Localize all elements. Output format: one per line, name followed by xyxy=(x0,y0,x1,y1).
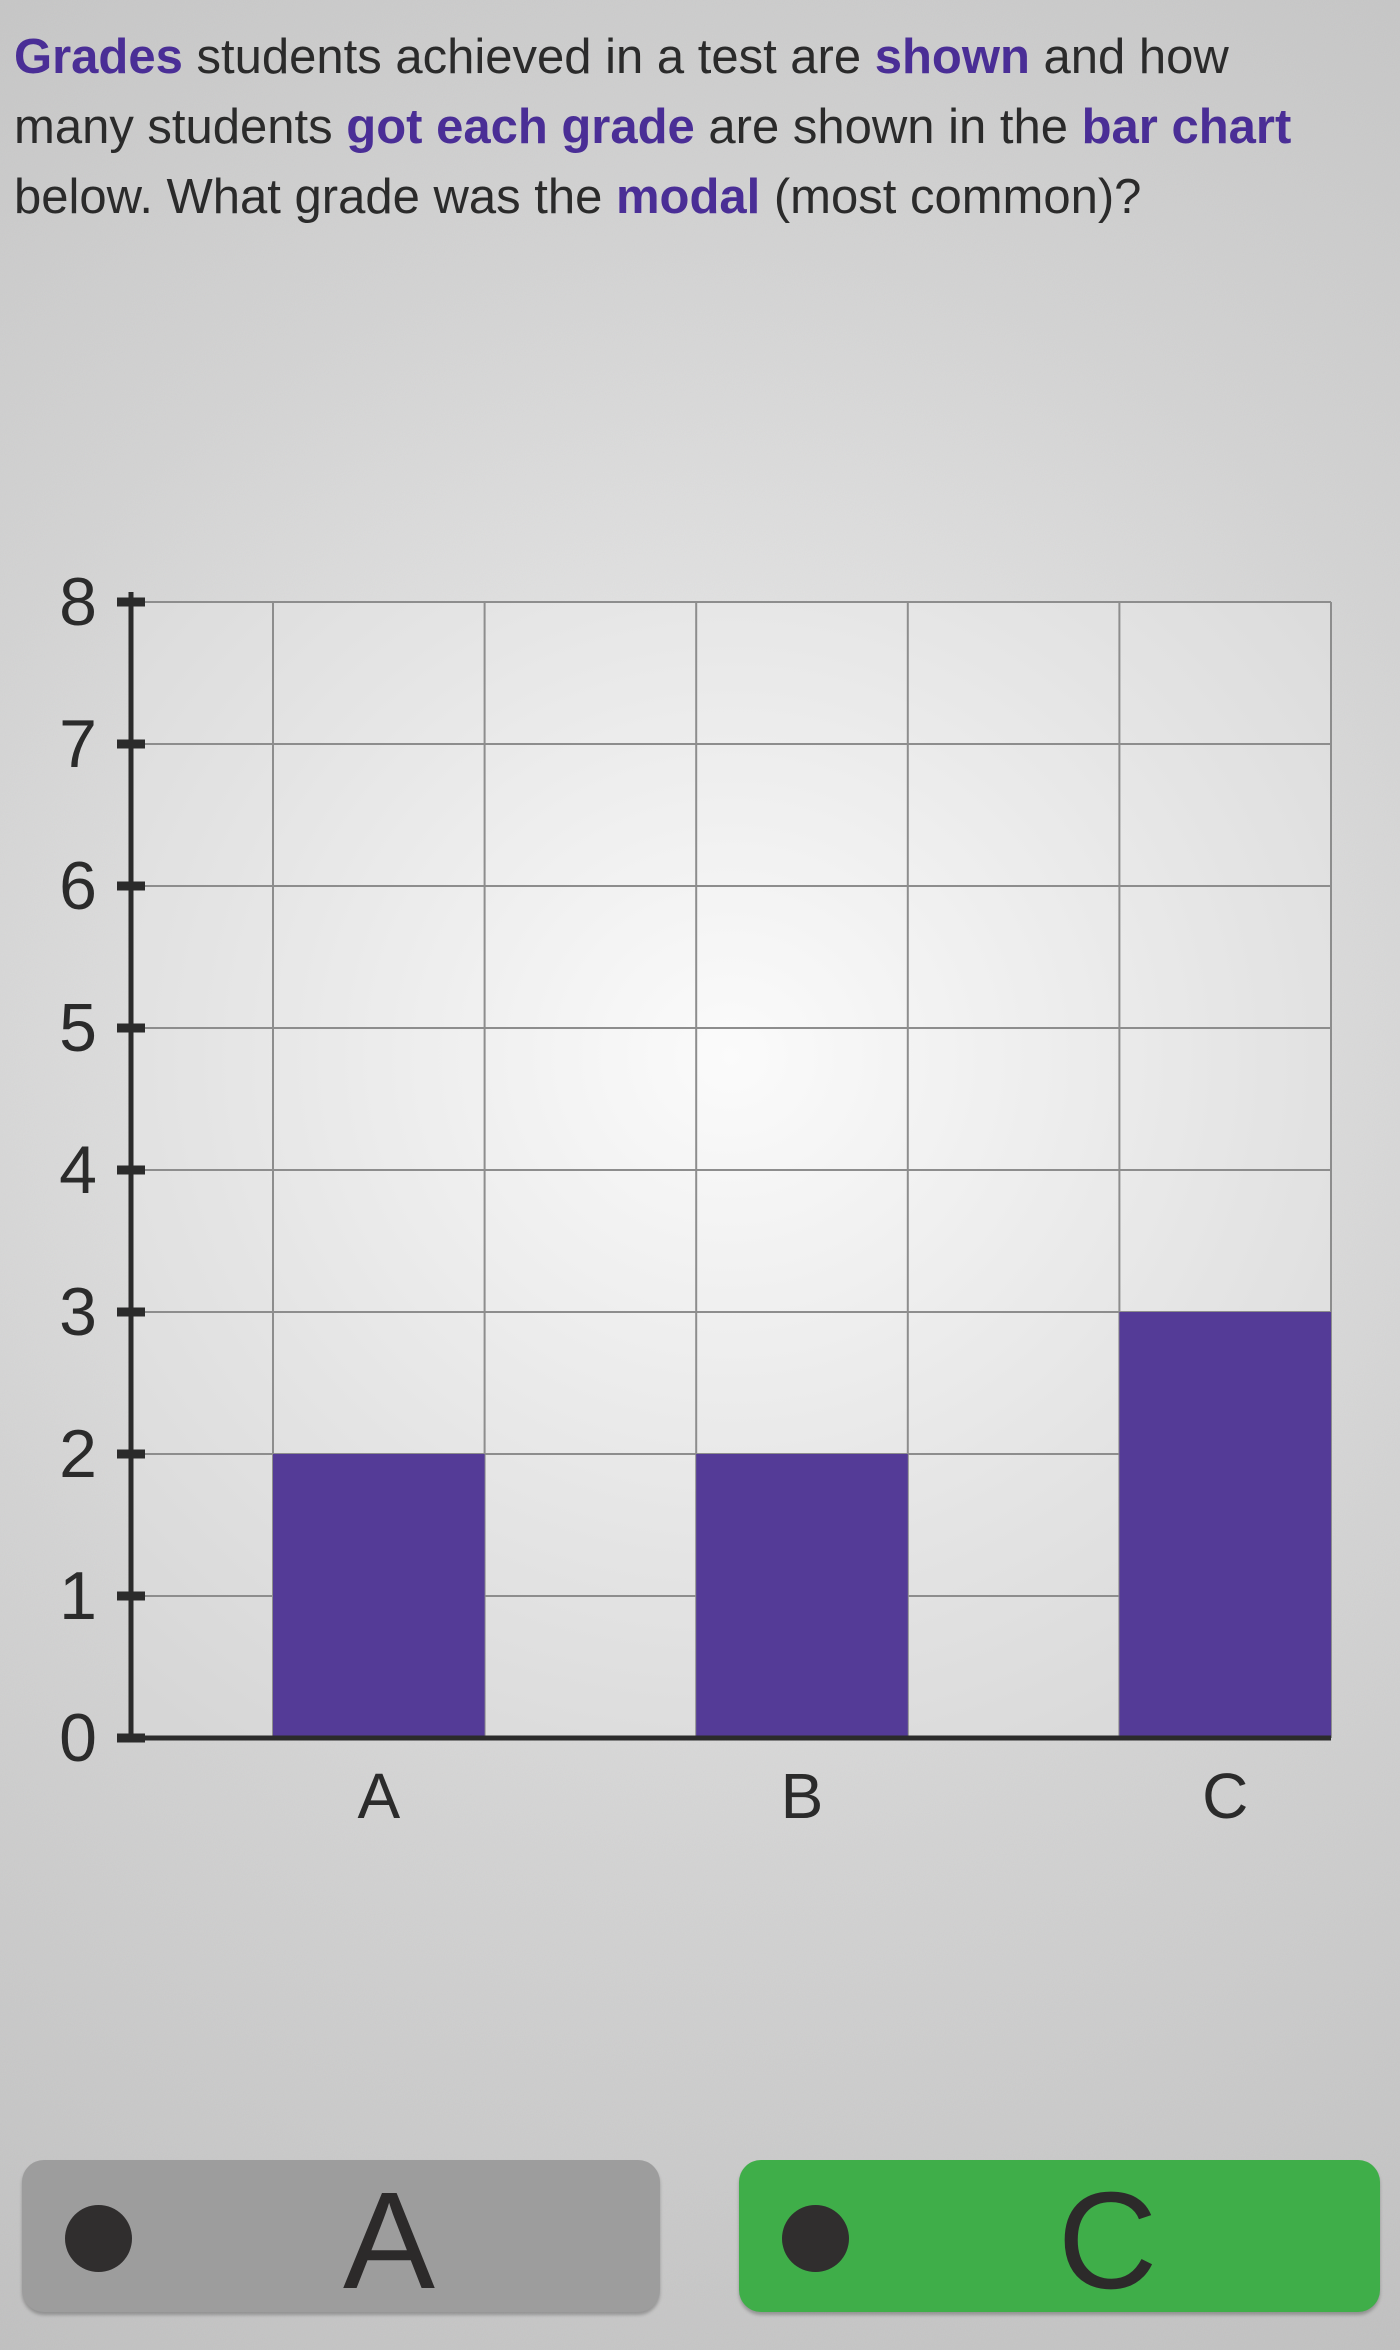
svg-text:8: 8 xyxy=(59,564,97,640)
svg-text:4: 4 xyxy=(59,1132,97,1208)
svg-text:6: 6 xyxy=(59,848,97,924)
svg-text:2: 2 xyxy=(59,1416,97,1492)
svg-text:A: A xyxy=(357,1760,400,1832)
svg-text:B: B xyxy=(781,1760,824,1832)
svg-text:0: 0 xyxy=(59,1700,97,1776)
svg-text:1: 1 xyxy=(59,1558,97,1634)
svg-text:C: C xyxy=(1202,1760,1248,1832)
svg-text:5: 5 xyxy=(59,990,97,1066)
svg-text:7: 7 xyxy=(59,706,97,782)
svg-text:3: 3 xyxy=(59,1274,97,1350)
